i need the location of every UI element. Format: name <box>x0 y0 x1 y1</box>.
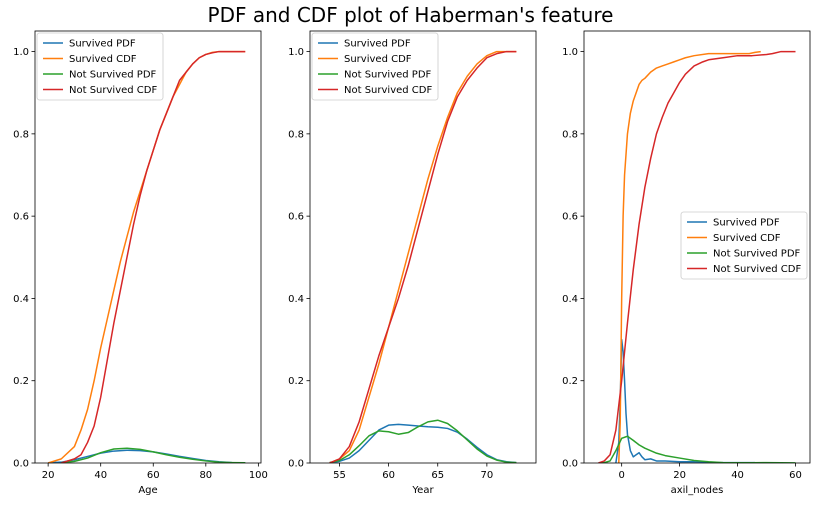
y-tick-label: 0.6 <box>288 212 304 223</box>
legend-label: Survived PDF <box>713 218 780 229</box>
y-tick-label: 0.4 <box>13 294 29 305</box>
x-tick-label: 100 <box>249 470 268 481</box>
legend-label: Not Survived CDF <box>344 85 432 96</box>
legend-label: Survived CDF <box>69 54 137 65</box>
x-tick-label: 80 <box>199 470 212 481</box>
y-tick-label: 0.2 <box>562 376 578 387</box>
x-tick-label: 70 <box>481 470 494 481</box>
y-tick-label: 1.0 <box>288 47 304 58</box>
series-line-not-survived-pdf <box>61 447 246 463</box>
x-tick-label: 60 <box>789 470 802 481</box>
legend-box <box>36 32 164 101</box>
legend-label: Not Survived PDF <box>713 249 801 260</box>
series-line-not-survived-cdf <box>329 50 517 463</box>
y-tick-label: 0.2 <box>288 376 304 387</box>
legend-label: Survived CDF <box>344 54 412 65</box>
x-tick-label: 20 <box>42 470 55 481</box>
y-tick-label: 0.0 <box>13 459 29 470</box>
series-line-survived-cdf <box>329 50 517 463</box>
legend-label: Survived PDF <box>344 39 411 50</box>
x-tick-label: 20 <box>673 470 686 481</box>
legend-label: Not Survived PDF <box>69 70 157 81</box>
y-tick-label: 0.2 <box>13 376 29 387</box>
x-axis-label: Year <box>411 485 434 496</box>
y-tick-label: 0.6 <box>13 212 29 223</box>
series-line-survived-pdf <box>615 338 755 463</box>
series-line-not-survived-cdf <box>598 50 796 463</box>
figure-title: PDF and CDF plot of Haberman's feature <box>207 3 614 27</box>
legend-box <box>311 32 439 101</box>
chart-panel-3: 0.0 0.2 0.4 0.6 0.8 1.0 0 20 40 60 axil_nodes Survi… <box>562 30 811 496</box>
x-tick-label: 60 <box>147 470 160 481</box>
series-line-survived-cdf <box>47 50 246 463</box>
chart-panel-1: 0.0 0.2 0.4 0.6 0.8 1.0 20 40 60 80 100 Age Survived… <box>13 30 268 496</box>
y-tick-label: 0.0 <box>288 459 304 470</box>
x-tick-label: 55 <box>333 470 346 481</box>
y-tick-label: 1.0 <box>13 47 29 58</box>
axes-frame <box>34 30 262 464</box>
x-tick-label: 0 <box>618 470 624 481</box>
series-line-not-survived-cdf <box>61 50 246 463</box>
axes-frame <box>309 30 537 464</box>
series-line-survived-pdf <box>329 423 517 463</box>
x-axis-label: axil_nodes <box>671 485 724 496</box>
y-tick-label: 0.6 <box>562 212 578 223</box>
legend-label: Survived CDF <box>713 233 781 244</box>
y-tick-label: 0.4 <box>562 294 578 305</box>
legend-label: Survived PDF <box>69 39 136 50</box>
axes-frame <box>583 30 811 464</box>
legend-label: Not Survived CDF <box>69 85 157 96</box>
y-tick-label: 0.4 <box>288 294 304 305</box>
legend-box <box>680 211 808 280</box>
y-tick-label: 0.8 <box>13 129 29 140</box>
legend-label: Not Survived CDF <box>713 264 801 275</box>
x-tick-label: 40 <box>94 470 107 481</box>
chart-panel-2: 0.0 0.2 0.4 0.6 0.8 1.0 55 60 65 70 Year Survived P… <box>288 30 537 496</box>
y-tick-label: 0.0 <box>562 459 578 470</box>
y-tick-label: 0.8 <box>562 129 578 140</box>
x-tick-label: 40 <box>731 470 744 481</box>
x-axis-label: Age <box>138 485 157 496</box>
legend-label: Not Survived PDF <box>344 70 432 81</box>
series-line-not-survived-pdf <box>329 419 517 463</box>
series-line-survived-cdf <box>618 50 761 463</box>
x-tick-label: 65 <box>431 470 444 481</box>
y-tick-label: 0.8 <box>288 129 304 140</box>
y-tick-label: 1.0 <box>562 47 578 58</box>
x-tick-label: 60 <box>382 470 395 481</box>
